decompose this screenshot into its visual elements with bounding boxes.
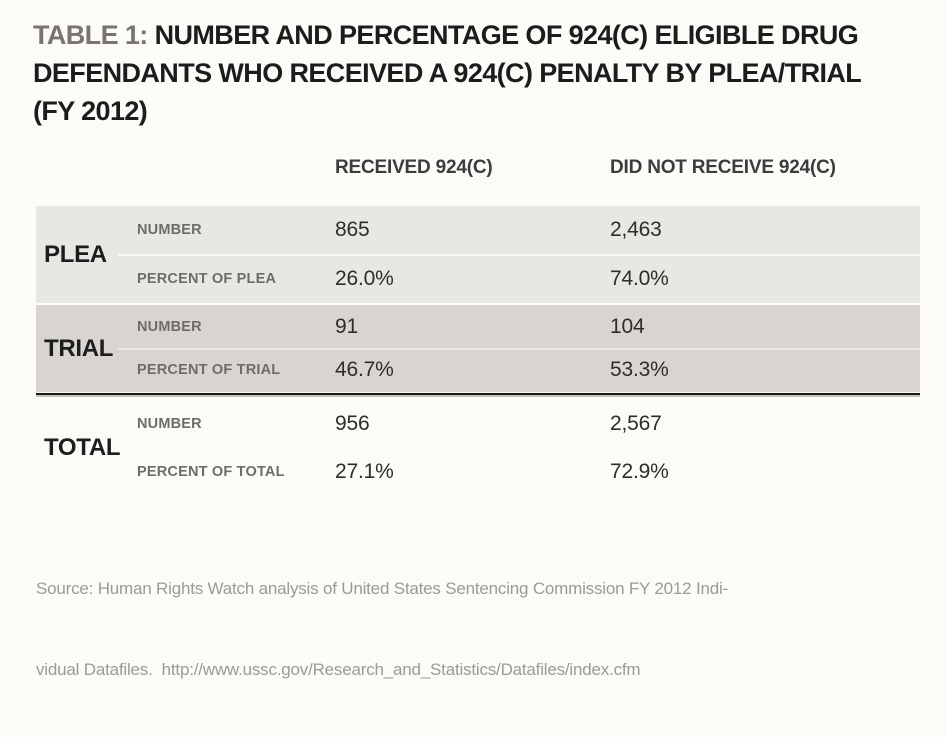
plea-percent-label: PERCENT OF PLEA (137, 270, 277, 287)
total-number-not-received: 2,567 (610, 412, 662, 435)
trial-row-divider (118, 347, 920, 350)
plea-percent-received: 26.0% (335, 266, 394, 290)
report-page: TABLE 1: NUMBER AND PERCENTAGE OF 924(C)… (33, 16, 923, 679)
total-percent-not-received: 72.9% (610, 460, 669, 483)
trial-percent-received: 46.7% (335, 358, 394, 382)
table-title: TABLE 1: NUMBER AND PERCENTAGE OF 924(C)… (33, 16, 923, 130)
plea-number-not-received: 2,463 (610, 218, 662, 242)
source-note: Source: Human Rights Watch analysis of U… (36, 521, 916, 737)
plea-row-divider (118, 253, 920, 256)
trial-number-not-received: 104 (610, 314, 645, 338)
trial-percent-not-received: 53.3% (610, 358, 669, 382)
trial-number-received: 91 (335, 314, 358, 338)
total-percent-label: PERCENT OF TOTAL (137, 464, 285, 480)
plea-percent-not-received: 74.0% (610, 266, 669, 290)
table-section-trial: TRIAL NUMBER 91 104 PERCENT OF TRIAL 46.… (36, 305, 920, 392)
trial-percent-label: PERCENT OF TRIAL (137, 362, 281, 379)
source-note-line2: vidual Datafiles. http://www.ussc.gov/Re… (36, 660, 641, 679)
plea-number-received: 865 (335, 218, 370, 242)
table-section-plea: PLEA NUMBER 865 2,463 PERCENT OF PLEA 26… (36, 206, 920, 303)
group-label-total: TOTAL (44, 434, 121, 461)
trial-number-label: NUMBER (137, 318, 202, 335)
table-title-line1: TABLE 1: NUMBER AND PERCENTAGE OF 924(C)… (33, 16, 923, 54)
source-note-line1: Source: Human Rights Watch analysis of U… (36, 579, 729, 598)
total-percent-received: 27.1% (335, 460, 394, 483)
total-number-label: NUMBER (137, 416, 202, 432)
column-header-not-received: DID NOT RECEIVE 924(C) (610, 157, 836, 178)
group-label-plea: PLEA (44, 240, 107, 268)
column-header-received: RECEIVED 924(C) (335, 157, 493, 178)
table-title-line3: (FY 2012) (33, 96, 148, 126)
table-section-total: TOTAL NUMBER 956 2,567 PERCENT OF TOTAL … (36, 400, 920, 496)
total-number-received: 956 (335, 412, 370, 435)
group-label-trial: TRIAL (44, 334, 114, 362)
total-separator-rule (36, 393, 920, 397)
plea-number-label: NUMBER (137, 222, 202, 239)
table-title-line1-rest: NUMBER AND PERCENTAGE OF 924(C) ELIGIBLE… (147, 20, 859, 50)
table-title-line2: DEFENDANTS WHO RECEIVED A 924(C) PENALTY… (33, 58, 862, 88)
table-title-prefix: TABLE 1: (33, 20, 148, 50)
